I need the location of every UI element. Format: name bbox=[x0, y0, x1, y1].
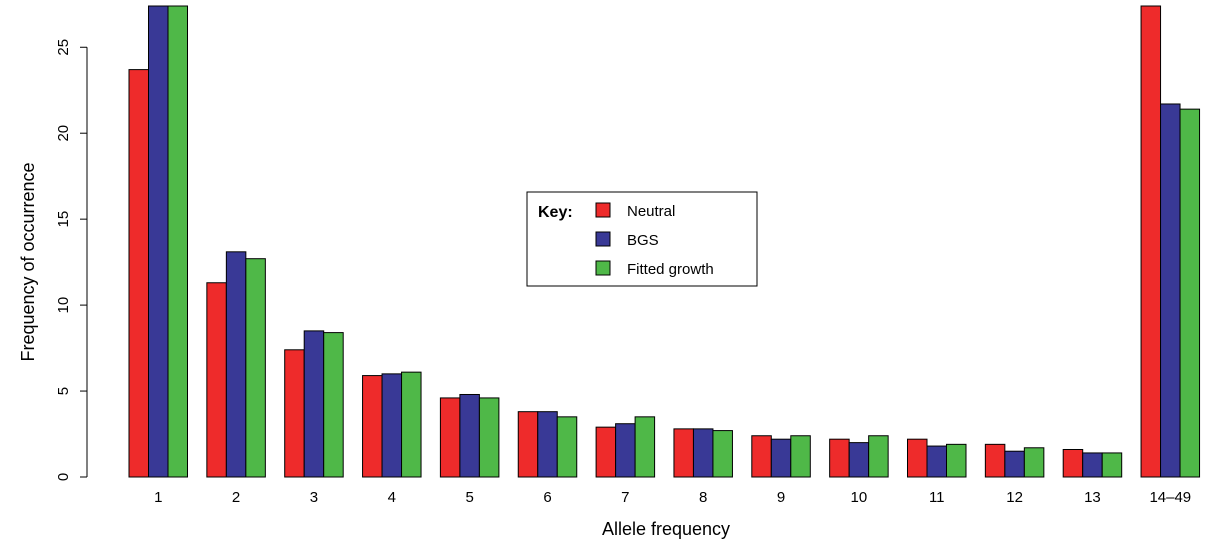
x-tick-label: 6 bbox=[543, 489, 551, 506]
bar-bgs-12 bbox=[1004, 450, 1025, 478]
bar-fitted-growth-1 bbox=[167, 5, 188, 478]
legend-title: Key: bbox=[538, 204, 573, 221]
x-tick-label: 7 bbox=[621, 489, 629, 506]
bar-neutral-2 bbox=[206, 282, 227, 478]
bar-neutral-7 bbox=[595, 426, 617, 478]
bar-fitted-growth-11 bbox=[946, 443, 967, 478]
legend-label-neutral: Neutral bbox=[627, 203, 675, 220]
bar-bgs-11 bbox=[926, 445, 947, 478]
x-tick-label: 10 bbox=[851, 489, 868, 506]
bar-fitted-growth-12 bbox=[1023, 447, 1045, 478]
bars bbox=[128, 5, 1201, 478]
legend-swatch-fitted-growth bbox=[595, 260, 611, 276]
legend-label-fitted-growth: Fitted growth bbox=[627, 261, 714, 278]
legend-swatch-neutral bbox=[595, 202, 611, 218]
bar-bgs-3 bbox=[303, 330, 325, 478]
bar-bgs-10 bbox=[848, 442, 870, 478]
x-tick-label: 13 bbox=[1084, 489, 1101, 506]
bar-bgs-14 bbox=[1160, 103, 1181, 478]
x-tick-label: 1 bbox=[154, 489, 162, 506]
legend-box bbox=[526, 191, 758, 287]
bar-neutral-1 bbox=[128, 69, 149, 478]
x-tick-label: 12 bbox=[1006, 489, 1023, 506]
y-tick-label: 10 bbox=[55, 297, 72, 314]
y-tick-label: 5 bbox=[55, 387, 72, 395]
x-tick-label: 14–49 bbox=[1149, 489, 1191, 506]
bar-fitted-growth-7 bbox=[634, 416, 656, 478]
bar-fitted-growth-2 bbox=[245, 258, 266, 478]
y-tick-label: 20 bbox=[55, 125, 72, 142]
bar-bgs-7 bbox=[615, 423, 636, 478]
bar-fitted-growth-9 bbox=[790, 435, 811, 478]
bar-bgs-8 bbox=[692, 428, 714, 478]
x-tick-label: 8 bbox=[699, 489, 707, 506]
y-axis-title: Frequency of occurrence bbox=[18, 162, 38, 361]
y-axis: 0 5 10 15 20 25 bbox=[55, 39, 88, 481]
bar-bgs-6 bbox=[537, 411, 558, 478]
bar-fitted-growth-13 bbox=[1101, 452, 1123, 478]
bar-neutral-14 bbox=[1140, 5, 1162, 478]
y-tick-label: 15 bbox=[55, 211, 72, 228]
bar-fitted-growth-6 bbox=[556, 416, 578, 478]
bar-fitted-growth-4 bbox=[401, 371, 422, 478]
bar-bgs-1 bbox=[148, 5, 169, 478]
bar-neutral-11 bbox=[907, 438, 928, 478]
x-tick-label: 2 bbox=[232, 489, 240, 506]
legend-swatch-bgs bbox=[595, 231, 611, 247]
y-tick-label: 0 bbox=[55, 473, 72, 481]
bar-bgs-5 bbox=[459, 393, 480, 478]
bar-neutral-13 bbox=[1062, 448, 1084, 478]
x-tick-label: 9 bbox=[777, 489, 785, 506]
x-tick-label: 4 bbox=[388, 489, 396, 506]
bar-fitted-growth-14 bbox=[1179, 108, 1201, 478]
bar-neutral-5 bbox=[439, 397, 461, 478]
legend: Key: Neutral BGS Fitted growth bbox=[526, 191, 758, 287]
x-tick-label: 11 bbox=[929, 489, 945, 506]
bar-fitted-growth-3 bbox=[323, 332, 344, 478]
bar-neutral-12 bbox=[984, 443, 1006, 478]
x-axis: 1 2 3 4 5 6 7 8 9 10 11 12 13 14–49 bbox=[154, 489, 1191, 506]
bar-fitted-growth-8 bbox=[712, 430, 733, 478]
bar-bgs-2 bbox=[225, 251, 247, 478]
legend-label-bgs: BGS bbox=[627, 232, 659, 249]
bar-neutral-10 bbox=[829, 438, 850, 478]
bar-neutral-8 bbox=[673, 428, 694, 478]
bar-neutral-6 bbox=[517, 411, 539, 478]
x-tick-label: 3 bbox=[310, 489, 318, 506]
bar-neutral-4 bbox=[362, 375, 383, 478]
x-axis-title: Allele frequency bbox=[602, 519, 730, 539]
x-tick-label: 5 bbox=[465, 489, 473, 506]
bar-neutral-3 bbox=[284, 349, 305, 478]
bar-fitted-growth-5 bbox=[478, 397, 500, 478]
y-tick-label: 25 bbox=[55, 39, 72, 56]
bar-bgs-9 bbox=[770, 438, 792, 478]
bar-neutral-9 bbox=[751, 435, 772, 478]
bar-bgs-13 bbox=[1082, 452, 1103, 478]
bar-bgs-4 bbox=[381, 373, 403, 478]
bar-fitted-growth-10 bbox=[868, 435, 889, 478]
